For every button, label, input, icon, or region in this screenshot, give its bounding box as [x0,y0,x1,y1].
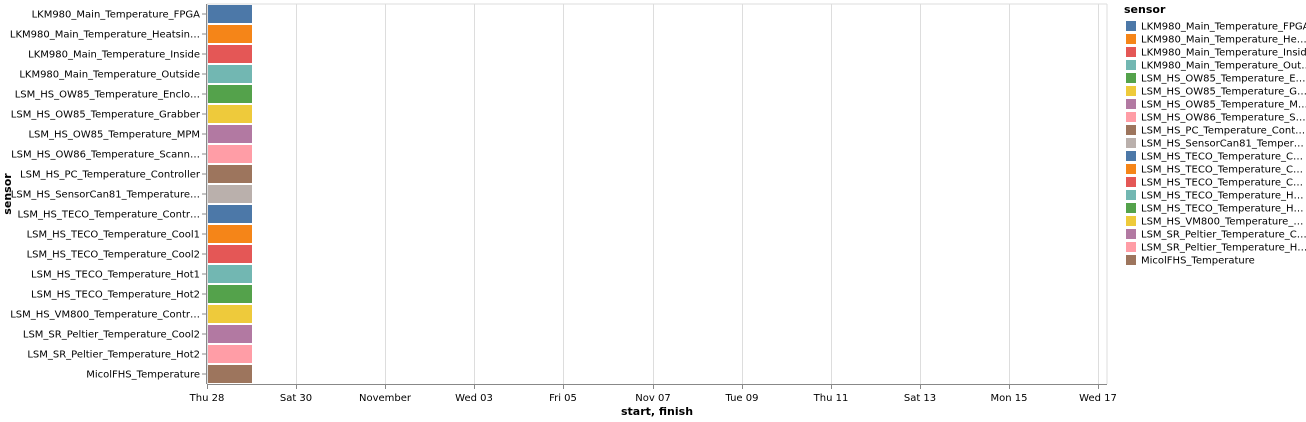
y-tick-label-16: LSM_SR_Peltier_Temperature_Cool2 [23,330,200,341]
legend-swatch-13 [1126,190,1136,200]
y-tick-label-11: LSM_HS_TECO_Temperature_Cool1 [27,230,200,241]
y-tick-label-3: LKM980_Main_Temperature_Outside [19,70,200,81]
legend-swatch-5 [1126,86,1136,96]
legend-swatch-18 [1126,255,1136,265]
y-tick-label-10: LSM_HS_TECO_Temperature_Contr… [17,210,200,221]
x-tick-label-4: Fri 05 [549,393,577,404]
y-tick-label-8: LSM_HS_PC_Temperature_Controller [20,170,201,181]
legend-label-14: LSM_HS_TECO_Temperature_H… [1141,204,1304,215]
legend: sensor LKM980_Main_Temperature_FPGA LKM98… [1124,3,1306,267]
legend-label-1: LKM980_Main_Temperature_He… [1141,35,1306,46]
bar-13 [208,265,252,283]
legend-label-2: LKM980_Main_Temperature_Inside [1141,48,1306,59]
legend-label-0: LKM980_Main_Temperature_FPGA [1141,22,1306,33]
legend-label-10: LSM_HS_TECO_Temperature_C… [1141,152,1303,163]
bar-18 [208,365,252,383]
y-tick-label-5: LSM_HS_OW85_Temperature_Grabber [11,110,201,121]
x-axis-title: start, finish [621,405,693,418]
legend-swatch-16 [1126,229,1136,239]
legend-label-7: LSM_HS_OW86_Temperature_S… [1141,113,1306,124]
y-axis: LKM980_Main_Temperature_FPGA LKM980_Main_… [10,4,207,384]
legend-swatch-0 [1126,21,1136,31]
y-tick-label-9: LSM_HS_SensorCan81_Temperature… [11,190,200,201]
x-axis: Thu 28 Sat 30 November Wed 03 Fri 05 Nov 07 Tu… [189,384,1117,404]
bar-11 [208,225,252,243]
bar-5 [208,105,252,123]
legend-swatch-6 [1126,99,1136,109]
x-tick-label-1: Sat 30 [280,393,312,404]
legend-swatch-9 [1126,138,1136,148]
legend-swatch-11 [1126,164,1136,174]
bar-8 [208,165,252,183]
x-tick-label-9: Mon 15 [991,393,1028,404]
bar-12 [208,245,252,263]
legend-swatch-17 [1126,242,1136,252]
legend-label-11: LSM_HS_TECO_Temperature_C… [1141,165,1303,176]
bar-2 [208,45,252,63]
legend-swatch-12 [1126,177,1136,187]
y-tick-label-17: LSM_SR_Peltier_Temperature_Hot2 [27,350,200,361]
bar-7 [208,145,252,163]
bar-17 [208,345,252,363]
y-tick-label-14: LSM_HS_TECO_Temperature_Hot2 [31,290,200,301]
legend-swatch-2 [1126,47,1136,57]
legend-swatch-15 [1126,216,1136,226]
legend-swatch-7 [1126,112,1136,122]
y-tick-label-1: LKM980_Main_Temperature_Heatsin… [10,30,200,41]
grid-lines [207,3,1108,384]
bar-15 [208,305,252,323]
x-tick-label-10: Wed 17 [1079,393,1117,404]
legend-label-16: LSM_SR_Peltier_Temperature_C… [1141,230,1306,241]
x-tick-label-7: Thu 11 [813,393,849,404]
bars-group [208,5,252,383]
x-tick-label-2: November [359,393,412,404]
legend-label-6: LSM_HS_OW85_Temperature_M… [1141,100,1306,111]
legend-label-4: LSM_HS_OW85_Temperature_E… [1141,74,1306,85]
legend-title: sensor [1124,3,1166,16]
y-tick-label-2: LKM980_Main_Temperature_Inside [28,50,200,61]
x-tick-label-3: Wed 03 [455,393,493,404]
y-axis-title: sensor [1,173,14,215]
x-tick-label-0: Thu 28 [189,393,225,404]
x-tick-label-8: Sat 13 [904,393,936,404]
legend-label-13: LSM_HS_TECO_Temperature_H… [1141,191,1304,202]
legend-swatch-3 [1126,60,1136,70]
legend-swatch-8 [1126,125,1136,135]
legend-swatch-1 [1126,34,1136,44]
bar-3 [208,65,252,83]
y-tick-label-18: MicolFHS_Temperature [86,370,200,381]
legend-label-15: LSM_HS_VM800_Temperature_… [1141,217,1303,228]
bar-6 [208,125,252,143]
x-tick-label-5: Nov 07 [635,393,670,404]
y-tick-label-4: LSM_HS_OW85_Temperature_Enclo… [15,90,200,101]
bar-16 [208,325,252,343]
legend-label-5: LSM_HS_OW85_Temperature_G… [1141,87,1306,98]
y-tick-label-6: LSM_HS_OW85_Temperature_MPM [28,130,200,141]
legend-label-8: LSM_HS_PC_Temperature_Cont… [1141,126,1305,137]
y-tick-label-15: LSM_HS_VM800_Temperature_Contr… [10,310,200,321]
bar-1 [208,25,252,43]
bar-0 [208,5,252,23]
bar-14 [208,285,252,303]
legend-label-12: LSM_HS_TECO_Temperature_C… [1141,178,1303,189]
legend-swatch-4 [1126,73,1136,83]
bar-9 [208,185,252,203]
y-tick-label-13: LSM_HS_TECO_Temperature_Hot1 [31,270,200,281]
legend-label-18: MicolFHS_Temperature [1141,256,1255,267]
legend-swatch-10 [1126,151,1136,161]
legend-swatch-14 [1126,203,1136,213]
x-tick-label-6: Tue 09 [725,393,759,404]
legend-label-17: LSM_SR_Peltier_Temperature_H… [1141,243,1306,254]
bar-4 [208,85,252,103]
y-tick-label-0: LKM980_Main_Temperature_FPGA [32,10,201,21]
legend-label-3: LKM980_Main_Temperature_Out… [1141,61,1306,72]
y-tick-label-12: LSM_HS_TECO_Temperature_Cool2 [27,250,200,261]
legend-label-9: LSM_HS_SensorCan81_Temper… [1141,139,1304,150]
bar-10 [208,205,252,223]
y-tick-label-7: LSM_HS_OW86_Temperature_Scann… [11,150,200,161]
